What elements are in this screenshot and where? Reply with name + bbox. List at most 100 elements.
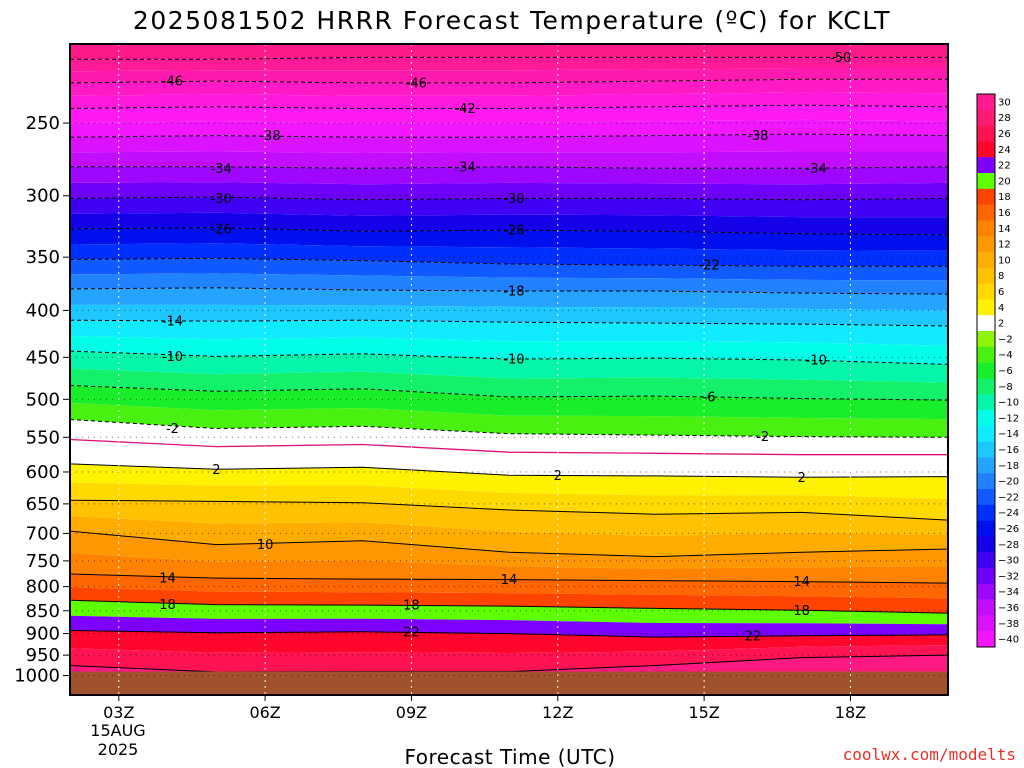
colorbar-label: 28 [998,113,1011,124]
colorbar-label: 12 [998,240,1011,251]
colorbar-label: −34 [998,587,1019,598]
colorbar-label: −4 [998,350,1013,361]
colorbar-label: 4 [998,303,1004,314]
temp-band [70,243,948,267]
isotherm-line [70,463,948,478]
colorbar-label: 26 [998,129,1011,140]
x-tick-label: 03Z [103,703,134,722]
temp-band [70,368,948,401]
isotherm-line [70,227,948,236]
colorbar-label: −2 [998,334,1013,345]
y-tick-label: 1000 [14,666,60,687]
colorbar-label: −14 [998,429,1019,440]
colorbar-label: −26 [998,524,1019,535]
temp-band [70,482,948,521]
colorbar-swatch [977,346,995,363]
contour-label: 2 [798,471,806,486]
temp-band [70,287,948,311]
y-tick-label: 250 [26,113,60,134]
colorbar-label: −36 [998,603,1019,614]
colorbar-label: −40 [998,635,1019,646]
colorbar-swatch [977,568,995,585]
colorbar-label: −18 [998,461,1019,472]
colorbar-swatch [977,109,995,126]
colorbar-label: 16 [998,208,1011,219]
contour-label: -10 [162,350,183,365]
contour-label: -38 [259,129,280,144]
colorbar-swatch [977,394,995,411]
contour-label: 14 [501,573,518,588]
x-axis: 03Z 06Z 09Z 12Z 15Z 18Z [103,695,866,722]
colorbar-swatch [977,362,995,379]
contour-label: -46 [162,75,183,90]
colorbar-label: 8 [998,271,1004,282]
x-tick-label: 15Z [688,703,719,722]
colorbar-swatch [977,283,995,300]
isotherm-line [70,166,948,169]
colorbar-label: 24 [998,145,1011,156]
contour-label: -26 [211,222,232,237]
isotherm-line [70,350,948,365]
y-axis: 2503003504004505005506006507007508008509… [14,113,70,687]
colorbar-swatch [977,204,995,221]
isotherm-line [70,319,948,327]
colorbar-label: −38 [998,619,1019,630]
isotherm-line [70,56,948,60]
temp-band [70,419,948,458]
colorbar-swatch [977,489,995,506]
colorbar-swatch [977,125,995,142]
colorbar-swatch [977,157,995,174]
contour-label: -46 [406,76,427,91]
temp-band [70,79,948,96]
y-tick-label: 300 [26,186,60,207]
isotherm-line [70,599,948,614]
colorbar-label: 6 [998,287,1004,298]
contour-label: 18 [403,599,420,614]
x-tick-label: 12Z [542,703,573,722]
temp-band [70,320,948,346]
contour-label: -50 [830,51,851,66]
isotherm-line [70,499,948,521]
colorbar-swatch [977,141,995,158]
temp-band [70,531,948,569]
isotherm-line [70,196,948,201]
colorbar-swatch [977,631,995,648]
x-axis-label: Forecast Time (UTC) [404,745,615,768]
colorbar-swatch [977,552,995,569]
x-date-line-1: 15AUG [90,721,145,740]
x-tick-label: 18Z [835,703,866,722]
colorbar-label: −32 [998,571,1019,582]
temp-band [70,197,948,218]
colorbar-swatch [977,520,995,537]
contour-label: -42 [454,102,475,117]
colorbar-label: 30 [998,97,1011,108]
isotherm-line [70,530,948,558]
plot-frame [69,43,949,696]
colorbar-swatch [977,583,995,600]
temp-band [70,57,948,72]
colorbar-swatch [977,173,995,190]
temp-band [70,351,948,383]
temp-band [70,273,948,295]
contour-label: -30 [211,192,232,207]
colorbar-swatch [977,504,995,521]
colorbar-swatch [977,378,995,395]
contour-label: -2 [756,430,769,445]
temp-band [70,44,948,60]
colorbar-swatch [977,188,995,205]
colorbar-label: −10 [998,398,1019,409]
colorbar-swatch [977,252,995,269]
colorbar-swatch [977,220,995,237]
temp-band [70,553,948,584]
y-tick-label: 600 [26,462,60,483]
contour-label: -30 [503,192,524,207]
contour-label: -2 [166,422,179,437]
colorbar-label: 2 [998,319,1004,330]
credit-text: coolwx.com/modelts [843,745,1016,764]
colorbar-label: −22 [998,492,1019,503]
contour-label: -10 [503,353,524,368]
contour-label: -14 [162,315,183,330]
chart-title: 2025081502 HRRR Forecast Temperature (ºC… [133,6,891,35]
temp-band [70,500,948,536]
